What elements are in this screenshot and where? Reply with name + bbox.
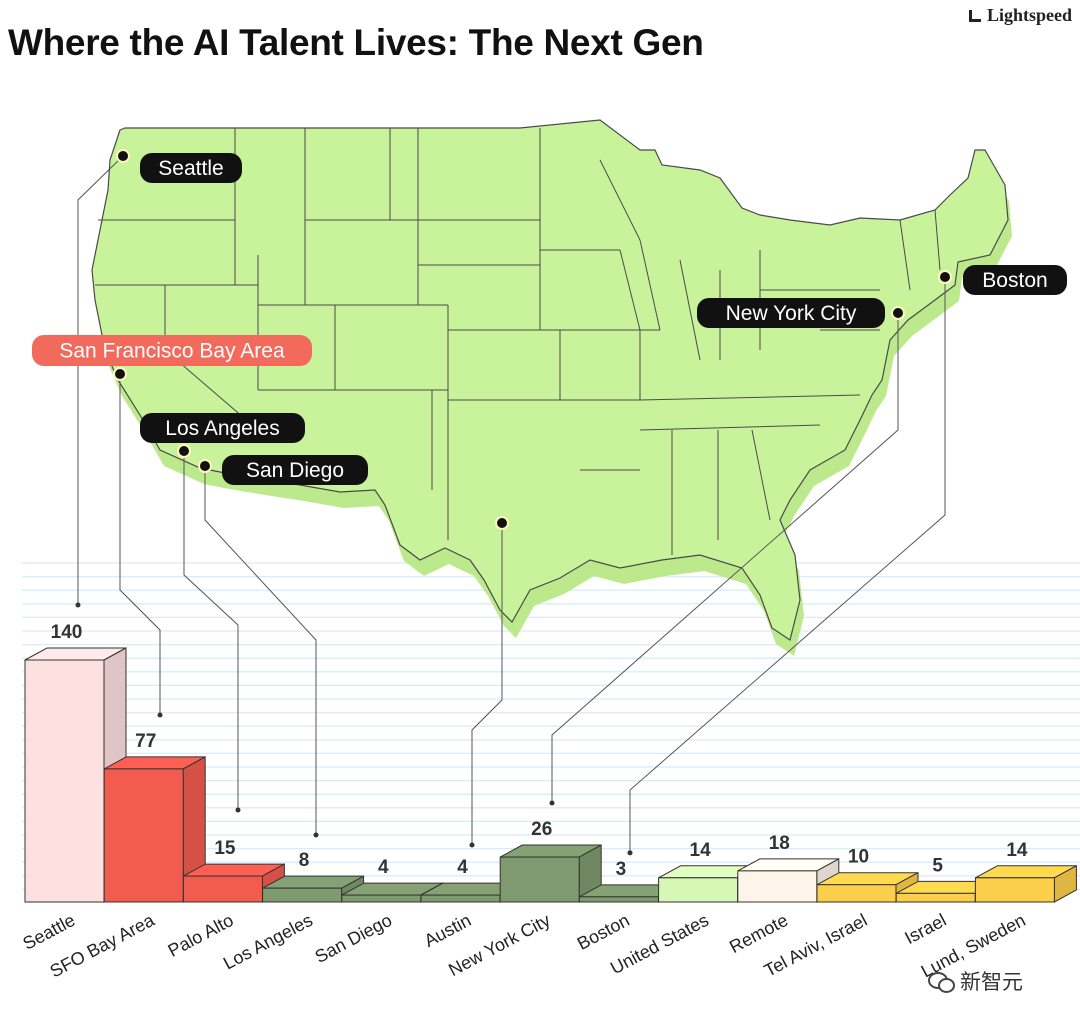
bar-front xyxy=(420,894,501,903)
city-label-sfo: San Francisco Bay Area xyxy=(59,340,285,363)
leader-line-seattle xyxy=(77,155,124,605)
leader-end-dot xyxy=(627,850,633,856)
bar-value-label: 4 xyxy=(457,857,468,878)
category-label: Austin xyxy=(421,910,475,951)
leader-line-san-diego xyxy=(204,466,317,835)
category-label: Seattle xyxy=(20,910,79,954)
pin-boston xyxy=(938,270,952,284)
bar-front xyxy=(499,856,580,903)
city-tag-los-angeles xyxy=(140,413,305,443)
category-label: San Diego xyxy=(312,910,396,967)
leader-line-sfo xyxy=(119,374,161,715)
bar-front xyxy=(262,887,343,903)
brand-logo: Lightspeed xyxy=(968,5,1072,26)
city-tag-san-diego xyxy=(222,455,368,485)
pin-seattle xyxy=(116,149,130,163)
wechat-icon xyxy=(928,970,955,993)
bar-value-label: 14 xyxy=(1006,840,1028,861)
city-tag-new-york-city xyxy=(697,298,885,328)
page-title: Where the AI Talent Lives: The Next Gen xyxy=(8,22,704,63)
us-map xyxy=(91,119,1012,656)
watermark-text: 新智元 xyxy=(960,970,1023,994)
leader-line-boston xyxy=(629,277,946,853)
city-label-san-diego: San Diego xyxy=(246,459,344,482)
bar xyxy=(103,756,206,903)
category-label: Israel xyxy=(901,910,949,948)
pin-sfo xyxy=(113,367,127,381)
bar-front xyxy=(578,896,659,903)
leader-end-dot xyxy=(75,602,81,608)
city-label-new-york-city: New York City xyxy=(726,302,857,325)
leader-end-dot xyxy=(469,842,475,848)
bar-front xyxy=(974,877,1055,903)
bar xyxy=(499,844,602,903)
watermark: 新智元 xyxy=(928,966,1023,996)
pin-san-diego xyxy=(198,459,212,473)
bar-value-label: 77 xyxy=(135,731,156,752)
leader-line-los-angeles xyxy=(183,451,239,810)
bar-front xyxy=(737,870,818,903)
city-label-seattle: Seattle xyxy=(158,157,223,180)
bar-front xyxy=(103,768,184,903)
bar-value-label: 8 xyxy=(299,850,310,871)
city-tag-seattle xyxy=(140,153,242,183)
pin-austin xyxy=(495,516,509,530)
bar-value-label: 18 xyxy=(769,833,790,854)
us-map-land xyxy=(91,119,1009,641)
brand-name: Lightspeed xyxy=(986,5,1072,25)
bar-value-label: 140 xyxy=(51,622,83,643)
city-tag-sfo xyxy=(32,335,312,366)
bar-value-label: 14 xyxy=(690,840,712,861)
map-pins: Seattle San Francisco Bay Area Los Angeles… xyxy=(32,149,1067,530)
bar-value-label: 10 xyxy=(848,847,869,868)
lightspeed-logo-icon xyxy=(968,9,981,22)
leader-end-dot xyxy=(313,832,319,838)
category-label: Los Angeles xyxy=(220,910,316,974)
bar-value-label: 26 xyxy=(531,819,552,840)
leader-end-dot xyxy=(549,800,555,806)
leader-end-dot xyxy=(235,807,241,813)
pin-los-angeles xyxy=(177,444,191,458)
bar-front xyxy=(341,894,422,903)
bar-front xyxy=(24,659,105,903)
pin-leader-lines xyxy=(75,155,946,856)
bar-value-label: 15 xyxy=(214,838,236,859)
leader-line-austin xyxy=(471,523,503,845)
bar-value-labels: 140 77 15 8 4 4 26 3 14 18 10 5 14 xyxy=(51,622,1028,880)
pin-new-york-city xyxy=(891,306,905,320)
bar-series xyxy=(24,647,1077,903)
city-label-los-angeles: Los Angeles xyxy=(165,417,279,440)
bar-value-label: 3 xyxy=(616,859,627,880)
leader-line-new-york-city xyxy=(551,313,899,803)
category-label: Boston xyxy=(574,910,633,954)
bar-value-label: 5 xyxy=(932,855,943,876)
bar xyxy=(974,864,1077,903)
bar-front xyxy=(895,892,976,903)
bar-value-label: 4 xyxy=(378,857,389,878)
bar-front xyxy=(658,877,739,903)
bar-front xyxy=(182,875,263,903)
bar-front xyxy=(816,884,897,903)
city-tag-boston xyxy=(963,265,1067,295)
city-label-boston: Boston xyxy=(982,269,1047,292)
category-label: Remote xyxy=(726,910,791,957)
leader-end-dot xyxy=(157,712,163,718)
